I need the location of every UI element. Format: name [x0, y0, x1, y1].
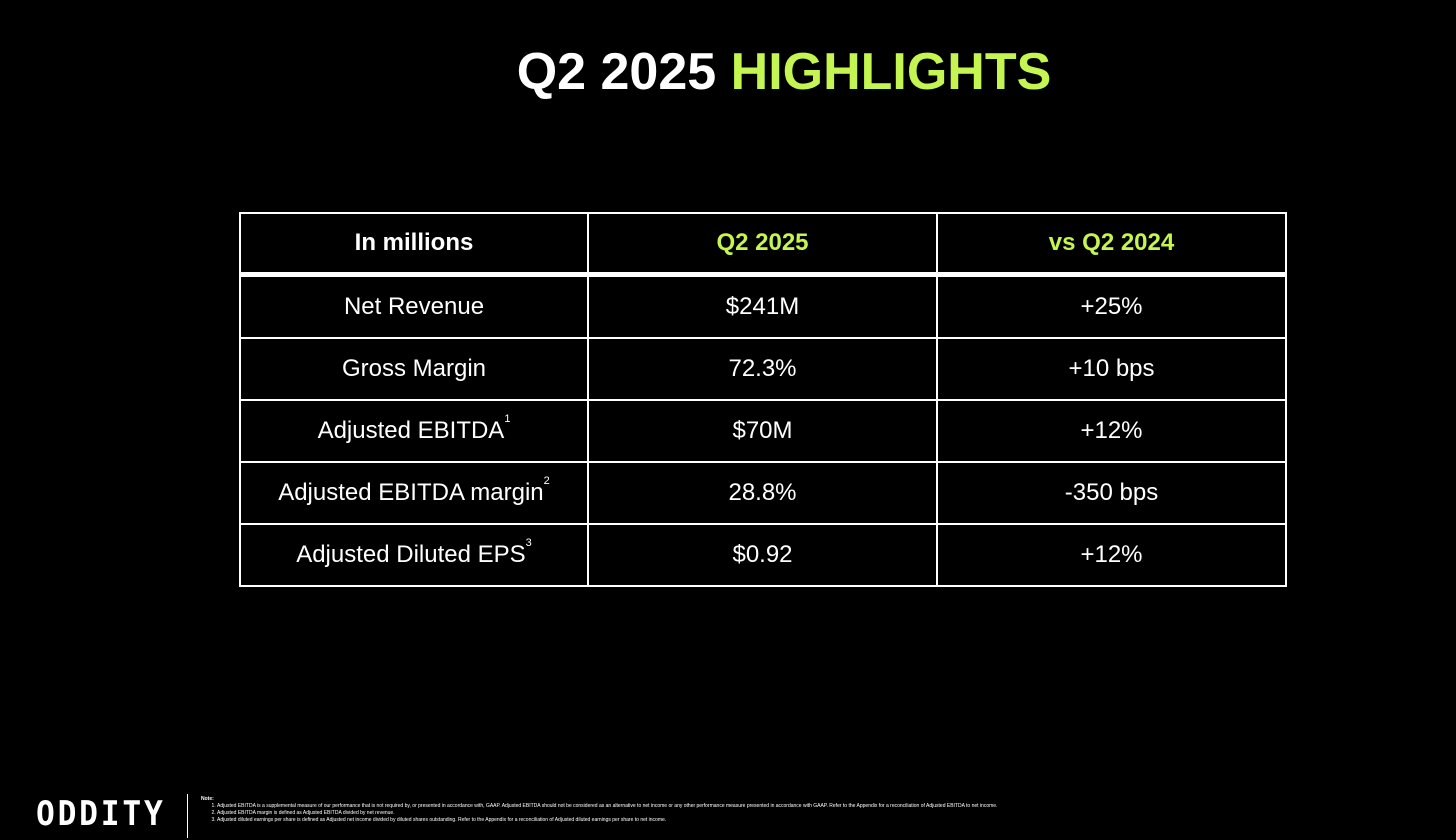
q2-2025-value: $241M — [587, 273, 938, 339]
metric-cell: Gross Margin — [239, 337, 589, 401]
footnote-item: Adjusted EBITDA is a supplemental measur… — [217, 803, 1201, 810]
table-row: Adjusted EBITDA1 $70M +12% — [239, 399, 1287, 463]
table-row: Adjusted EBITDA margin2 28.8% -350 bps — [239, 461, 1287, 525]
metric-label: Net Revenue — [343, 293, 485, 320]
slide-title-period: Q2 2025 — [516, 43, 717, 101]
notes-title: Note: — [201, 796, 214, 802]
footnote-item: Adjusted EBITDA margin is defined as Adj… — [217, 810, 1201, 817]
table-row: Net Revenue $241M +25% — [239, 273, 1287, 339]
metric-cell: Adjusted Diluted EPS3 — [239, 523, 589, 587]
slide-footer: ODDITY Note: Adjusted EBITDA is a supple… — [0, 788, 1456, 840]
footer-divider — [187, 794, 188, 838]
metric-cell: Adjusted EBITDA margin2 — [239, 461, 589, 525]
header-q2-2025: Q2 2025 — [587, 212, 938, 277]
header-vs-q2-2024: vs Q2 2024 — [936, 212, 1287, 277]
footnotes: Note: Adjusted EBITDA is a supplemental … — [201, 796, 1201, 824]
metric-cell: Adjusted EBITDA1 — [239, 399, 589, 463]
q2-2025-value: $0.92 — [587, 523, 938, 587]
footnote-ref: 1 — [504, 413, 511, 425]
metric-label: Gross Margin — [341, 355, 487, 382]
metric-label: Adjusted EBITDA — [317, 417, 505, 444]
q2-2025-value: $70M — [587, 399, 938, 463]
vs-q2-2024-value: +10 bps — [936, 337, 1287, 401]
notes-list: Adjusted EBITDA is a supplemental measur… — [201, 803, 1201, 824]
highlights-table: In millions Q2 2025 vs Q2 2024 Net Reven… — [239, 212, 1287, 587]
table-row: Gross Margin 72.3% +10 bps — [239, 337, 1287, 401]
vs-q2-2024-value: -350 bps — [936, 461, 1287, 525]
footnote-ref: 3 — [525, 537, 532, 549]
slide-title-highlights: HIGHLIGHTS — [730, 43, 1052, 101]
metric-cell: Net Revenue — [239, 273, 589, 339]
metric-label: Adjusted EBITDA margin — [278, 479, 544, 506]
metric-label: Adjusted Diluted EPS — [296, 541, 526, 568]
footnote-item: Adjusted diluted earnings per share is d… — [217, 817, 1201, 824]
vs-q2-2024-value: +12% — [936, 399, 1287, 463]
q2-2025-value: 72.3% — [587, 337, 938, 401]
vs-q2-2024-value: +12% — [936, 523, 1287, 587]
slide-title: Q2 2025 HIGHLIGHTS — [0, 42, 1456, 102]
table-row: Adjusted Diluted EPS3 $0.92 +12% — [239, 523, 1287, 587]
table-header-row: In millions Q2 2025 vs Q2 2024 — [239, 212, 1287, 277]
q2-2025-value: 28.8% — [587, 461, 938, 525]
oddity-logo: ODDITY — [36, 794, 166, 834]
header-in-millions: In millions — [239, 212, 589, 277]
footnote-ref: 2 — [543, 475, 550, 487]
vs-q2-2024-value: +25% — [936, 273, 1287, 339]
